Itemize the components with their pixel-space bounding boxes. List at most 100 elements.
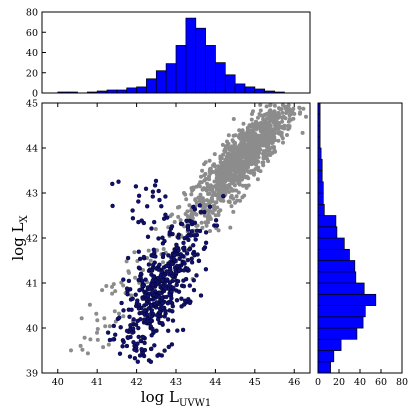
grey-point xyxy=(110,291,115,296)
grey-point xyxy=(270,110,275,115)
navy-point xyxy=(192,207,198,212)
navy-point xyxy=(193,237,198,242)
grey-point xyxy=(240,160,244,165)
navy-point xyxy=(187,283,193,288)
navy-point xyxy=(148,346,154,352)
right-histogram-bar xyxy=(317,181,324,194)
grey-point xyxy=(272,145,276,150)
grey-point xyxy=(266,141,271,146)
grey-point xyxy=(218,208,223,213)
grey-point xyxy=(285,133,289,137)
grey-point xyxy=(141,268,145,272)
grey-point xyxy=(236,135,241,140)
navy-point xyxy=(119,300,124,306)
navy-point xyxy=(207,204,213,210)
grey-point xyxy=(107,324,112,329)
navy-point xyxy=(213,218,219,223)
grey-point xyxy=(251,168,256,173)
y-tick-label: 44 xyxy=(26,144,38,155)
grey-point xyxy=(286,119,291,124)
navy-point xyxy=(153,178,159,184)
top-histogram-bar xyxy=(126,87,137,94)
grey-point xyxy=(218,156,223,161)
right-histogram-bar xyxy=(317,350,335,363)
navy-point xyxy=(178,252,184,257)
top-y-tick-label: 20 xyxy=(26,68,38,79)
navy-point xyxy=(176,289,182,294)
navy-point xyxy=(202,209,207,215)
grey-point xyxy=(95,337,100,342)
navy-point xyxy=(160,300,166,306)
grey-point xyxy=(230,176,234,181)
grey-point xyxy=(274,127,279,132)
grey-point xyxy=(227,182,232,187)
navy-point xyxy=(138,338,144,344)
grey-point xyxy=(240,128,245,133)
navy-point xyxy=(165,301,171,306)
grey-point xyxy=(237,173,242,178)
grey-point xyxy=(226,151,231,156)
navy-point xyxy=(155,317,161,322)
navy-point xyxy=(187,300,193,306)
navy-point xyxy=(133,184,139,189)
grey-point xyxy=(207,191,212,196)
grey-point xyxy=(254,133,259,138)
navy-point xyxy=(159,203,164,209)
grey-point xyxy=(233,200,237,205)
navy-point xyxy=(131,340,136,345)
navy-point xyxy=(149,268,155,273)
grey-point xyxy=(253,151,258,156)
grey-point xyxy=(240,172,245,177)
grey-point xyxy=(279,133,284,138)
navy-point xyxy=(165,317,171,322)
grey-point xyxy=(284,110,289,115)
y-tick-label: 41 xyxy=(26,279,38,290)
top-histogram-bar xyxy=(185,17,197,94)
grey-point xyxy=(206,215,210,220)
navy-point xyxy=(163,263,169,269)
grey-point xyxy=(216,196,221,201)
navy-point xyxy=(127,354,133,359)
scatter-x-ticks: 40 41 42 43 44 45 46 xyxy=(52,103,300,388)
navy-point xyxy=(174,282,179,288)
navy-point xyxy=(150,262,156,267)
grey-point xyxy=(250,137,255,142)
grey-point xyxy=(228,169,233,174)
right-histogram-bar xyxy=(317,248,350,261)
navy-point xyxy=(135,341,140,346)
grey-point xyxy=(187,215,192,220)
grey-point xyxy=(192,211,197,216)
navy-point xyxy=(185,223,191,229)
grey-point xyxy=(231,155,236,160)
grey-point xyxy=(246,157,250,162)
navy-point xyxy=(131,317,136,322)
top-histogram-bar xyxy=(244,86,256,94)
navy-point xyxy=(171,256,177,262)
navy-point xyxy=(135,359,141,364)
grey-point xyxy=(288,112,293,117)
grey-point xyxy=(172,220,177,224)
grey-point xyxy=(208,229,212,233)
grey-point xyxy=(219,161,224,166)
grey-point xyxy=(276,138,281,143)
grey-point xyxy=(217,189,222,194)
navy-point xyxy=(183,276,189,282)
navy-point xyxy=(125,335,131,341)
navy-point xyxy=(137,288,142,293)
navy-point xyxy=(150,189,156,194)
top-histogram-bar xyxy=(234,83,246,94)
grey-point xyxy=(229,144,234,149)
right-histogram-bar xyxy=(317,192,324,205)
grey-point xyxy=(216,192,221,197)
navy-point xyxy=(136,302,142,307)
grey-point xyxy=(264,104,269,109)
grey-point xyxy=(231,188,236,193)
navy-point xyxy=(125,255,131,261)
grey-point xyxy=(270,150,275,155)
grey-point xyxy=(229,204,234,209)
navy-point xyxy=(136,325,141,331)
navy-point xyxy=(136,265,142,270)
navy-point xyxy=(150,194,156,199)
navy-point xyxy=(125,292,130,297)
